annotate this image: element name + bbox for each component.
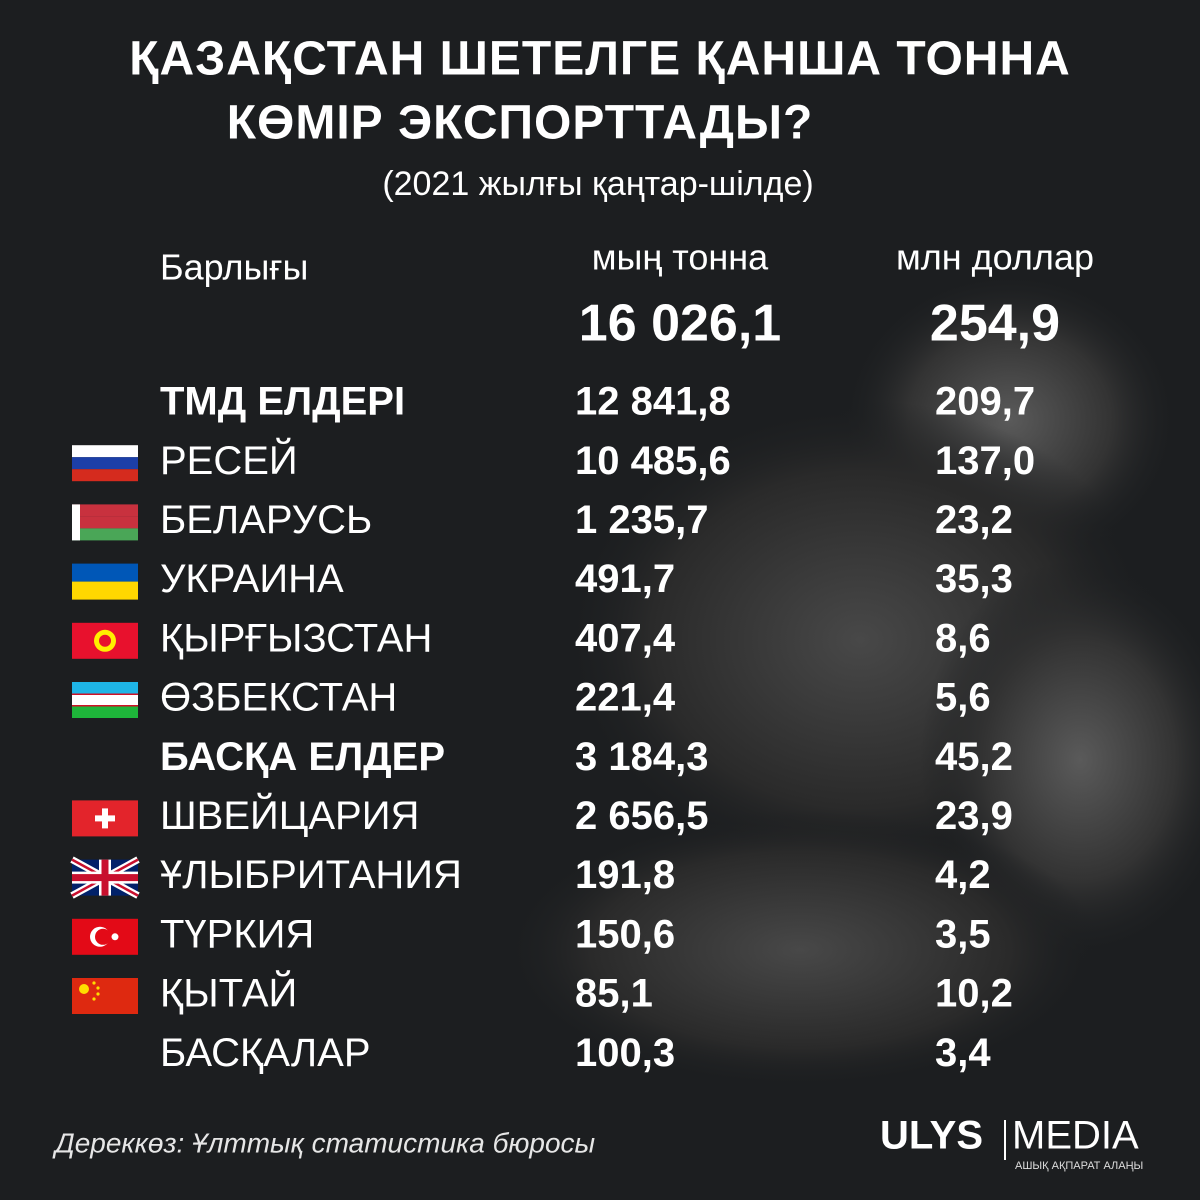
country-usd: 4,2 xyxy=(935,853,991,897)
flag-part xyxy=(72,581,138,600)
flag-part xyxy=(72,705,138,707)
group-name: БАСҚА ЕЛДЕР xyxy=(160,735,445,779)
flag-part xyxy=(95,928,111,945)
flag-part xyxy=(111,933,119,941)
country-tonnes: 100,3 xyxy=(575,1031,675,1075)
title: ҚАЗАҚСТАН ШЕТЕЛГЕ ҚАНША ТОННА xyxy=(129,33,1071,86)
country-name: ҰЛЫБРИТАНИЯ xyxy=(160,853,462,897)
flag xyxy=(70,856,140,899)
group-tonnes: 3 184,3 xyxy=(575,735,708,779)
flag xyxy=(72,622,138,659)
flag xyxy=(72,918,138,955)
flag-part xyxy=(95,815,115,822)
flag-part xyxy=(72,874,138,882)
flag-part xyxy=(99,634,111,647)
flag-part xyxy=(92,981,96,985)
source: Дереккөз: Ұлттық статистика бюросы xyxy=(52,1127,596,1158)
country-usd: 10,2 xyxy=(935,972,1013,1016)
country-name: БЕЛАРУСЬ xyxy=(160,498,372,542)
country-name: ӨЗБЕКСТАН xyxy=(160,676,397,720)
flag-part xyxy=(72,457,138,470)
flag-part xyxy=(96,992,100,996)
flag-part xyxy=(72,504,138,517)
flag-part xyxy=(72,469,138,482)
total-label: Барлығы xyxy=(160,247,308,288)
total-value: 16 026,1 xyxy=(579,295,781,353)
country-tonnes: 191,8 xyxy=(575,853,675,897)
group-usd: 209,7 xyxy=(935,380,1035,424)
column-header: млн доллар xyxy=(896,237,1094,278)
flag-part xyxy=(96,986,100,990)
country-name: ҚЫРҒЫЗСТАН xyxy=(160,616,432,660)
flag-part xyxy=(72,693,138,695)
flag-part xyxy=(72,516,138,529)
group-name: ТМД ЕЛДЕРІ xyxy=(160,380,405,424)
flag xyxy=(72,563,138,600)
country-tonnes: 221,4 xyxy=(575,676,676,720)
flag xyxy=(72,978,138,1014)
title: КӨМІР ЭКСПОРТТАДЫ? xyxy=(227,97,814,150)
country-usd: 3,5 xyxy=(935,912,991,956)
country-tonnes: 491,7 xyxy=(575,557,675,601)
group-tonnes: 12 841,8 xyxy=(575,380,731,424)
country-usd: 23,9 xyxy=(935,794,1013,838)
country-usd: 35,3 xyxy=(935,557,1013,601)
flag-part xyxy=(72,682,138,694)
country-tonnes: 10 485,6 xyxy=(575,439,731,483)
group-usd: 45,2 xyxy=(935,735,1013,779)
column-header: мың тонна xyxy=(592,237,769,278)
flag xyxy=(72,504,138,541)
logo-tagline: АШЫҚ АҚПАРАТ АЛАҢЫ xyxy=(1015,1160,1143,1172)
flag xyxy=(72,445,138,482)
country-usd: 23,2 xyxy=(935,498,1013,542)
table-body: ТМД ЕЛДЕРІ 12 841,8 209,7 РЕСЕЙ 10 485,6 137,… xyxy=(70,380,1035,1075)
country-tonnes: 2 656,5 xyxy=(575,794,708,838)
flag-part xyxy=(72,694,138,706)
country-usd: 137,0 xyxy=(935,439,1035,483)
country-name: ҚЫТАЙ xyxy=(160,970,297,1016)
country-tonnes: 85,1 xyxy=(575,972,653,1016)
flag-part xyxy=(72,706,138,718)
logo: MEDIA xyxy=(1012,1114,1139,1158)
country-name: БАСҚАЛАР xyxy=(160,1031,371,1075)
flag xyxy=(72,800,138,837)
flag-part xyxy=(72,528,138,541)
total-value: 254,9 xyxy=(930,295,1060,353)
country-tonnes: 150,6 xyxy=(575,912,675,956)
flag-part xyxy=(72,504,80,541)
country-tonnes: 1 235,7 xyxy=(575,498,708,542)
flag-part xyxy=(72,563,138,582)
country-tonnes: 407,4 xyxy=(575,616,676,660)
flag-part xyxy=(92,997,96,1001)
subtitle: (2021 жылғы қаңтар-шілде) xyxy=(382,165,813,203)
flag-part xyxy=(79,984,89,994)
country-name: ТҮРКИЯ xyxy=(160,912,314,956)
country-usd: 5,6 xyxy=(935,676,991,720)
country-usd: 8,6 xyxy=(935,616,991,660)
country-name: ШВЕЙЦАРИЯ xyxy=(160,792,419,838)
flag-part xyxy=(72,978,138,1014)
flag xyxy=(72,682,138,718)
flag-part xyxy=(72,445,138,458)
country-name: УКРАИНА xyxy=(160,557,344,601)
logo: ULYS xyxy=(880,1114,983,1158)
country-name: РЕСЕЙ xyxy=(160,437,298,483)
coal-decoration xyxy=(500,810,1100,1090)
country-usd: 3,4 xyxy=(935,1031,991,1075)
